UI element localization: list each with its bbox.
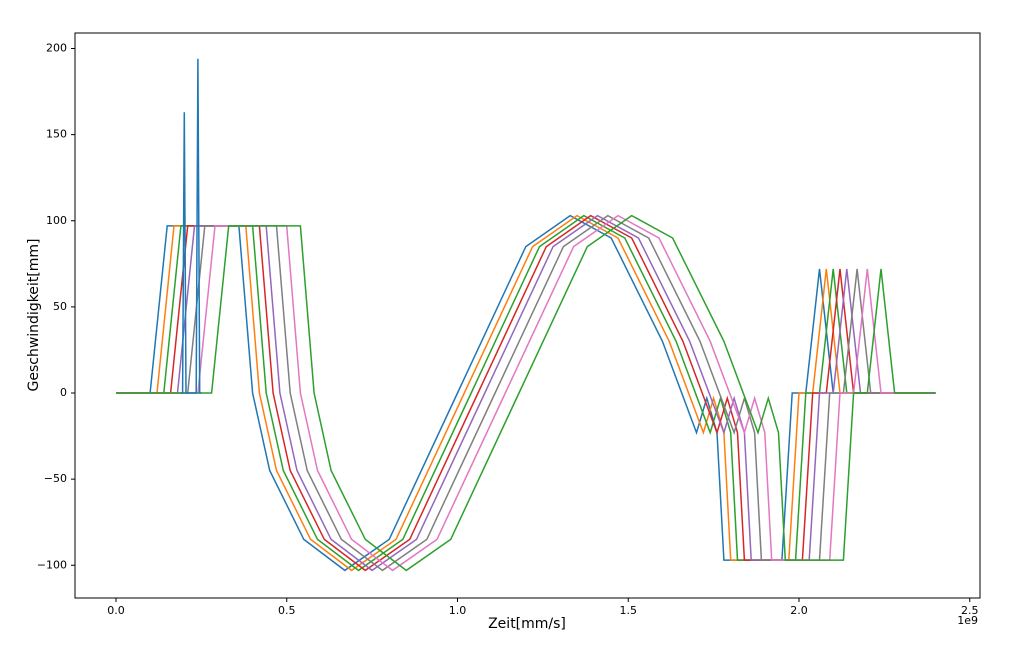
- series-line: [116, 214, 936, 572]
- x-tick-label: 2.0: [790, 604, 808, 617]
- y-tick-label: 50: [53, 300, 67, 313]
- x-tick-label: 0.0: [107, 604, 125, 617]
- y-tick-label: 100: [46, 214, 67, 227]
- y-tick-label: −100: [37, 558, 67, 571]
- y-tick-label: 0: [60, 386, 67, 399]
- series-line: [180, 58, 202, 394]
- x-tick-label: 0.5: [278, 604, 296, 617]
- x-axis-label: Zeit[mm/s]: [488, 616, 566, 632]
- y-tick-label: 150: [46, 128, 67, 141]
- y-tick-label: −50: [44, 472, 67, 485]
- x-tick-label: 1.5: [619, 604, 637, 617]
- plot-frame: [74, 32, 981, 599]
- x-tick-label: 1.0: [449, 604, 467, 617]
- series-line: [116, 214, 936, 572]
- series-line: [116, 214, 936, 572]
- x-tick-label: 2.5: [961, 604, 979, 617]
- series-line: [116, 214, 936, 572]
- series-line: [116, 214, 936, 572]
- y-axis-label: Geschwindigkeit[mm]: [26, 238, 42, 391]
- series-line: [116, 214, 936, 572]
- series-line: [116, 214, 936, 572]
- y-tick-label: 200: [46, 42, 67, 55]
- x-offset-label: 1e9: [957, 614, 978, 627]
- series-line: [116, 214, 936, 572]
